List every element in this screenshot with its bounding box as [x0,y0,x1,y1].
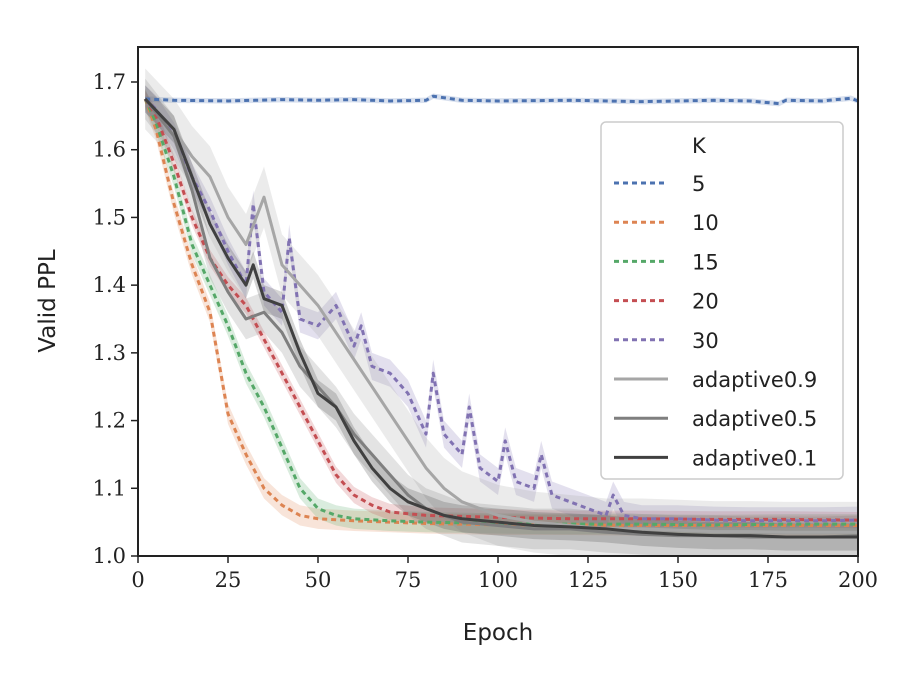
x-axis-label: Epoch [463,620,533,646]
legend-box [600,121,844,480]
x-tick-label: 50 [305,568,332,592]
y-tick-label: 1.4 [93,273,126,297]
y-tick-label: 1.5 [93,205,126,229]
x-axis: 0 25 50 75 100 125 150 175 200 [131,556,878,592]
x-tick-label: 25 [215,568,242,592]
series-line-20 [143,98,858,522]
series-line-adaptive0.9 [144,97,858,534]
y-tick-label: 1.6 [93,138,126,162]
legend-label-adaptive0.1: adaptive0.1 [692,446,817,470]
x-tick-label: 100 [478,568,518,592]
x-tick-label: 0 [131,568,144,592]
legend: K 5 10 15 20 30 adaptive0.9 adaptive0.5 adaptiv… [600,121,844,480]
series-line-5 [145,94,858,106]
series-line-adaptive0.1 [144,97,858,539]
band-5 [145,93,858,107]
y-axis: 1.0 1.1 1.2 1.3 1.4 1.5 1.6 1.7 [93,70,138,568]
band-adaptive0.9 [145,68,858,556]
legend-label-15: 15 [692,250,719,274]
legend-label-5: 5 [692,172,705,196]
legend-label-20: 20 [692,290,719,314]
y-tick-label: 1.1 [93,476,126,500]
legend-label-30: 30 [692,329,719,353]
y-tick-label: 1.0 [93,544,126,568]
legend-label-adaptive0.9: adaptive0.9 [692,368,817,392]
legend-label-10: 10 [692,211,719,235]
y-axis-label: Valid PPL [35,249,61,352]
x-tick-label: 150 [658,568,698,592]
y-tick-label: 1.3 [93,341,126,365]
y-tick-label: 1.2 [93,409,126,433]
x-tick-label: 200 [838,568,878,592]
x-tick-label: 125 [568,568,608,592]
x-tick-label: 175 [748,568,788,592]
y-tick-label: 1.7 [93,70,126,94]
series-line-15 [143,98,858,527]
series-lines [143,94,858,539]
legend-title: K [692,134,707,158]
legend-label-adaptive0.5: adaptive0.5 [692,407,817,431]
x-tick-label: 75 [395,568,422,592]
